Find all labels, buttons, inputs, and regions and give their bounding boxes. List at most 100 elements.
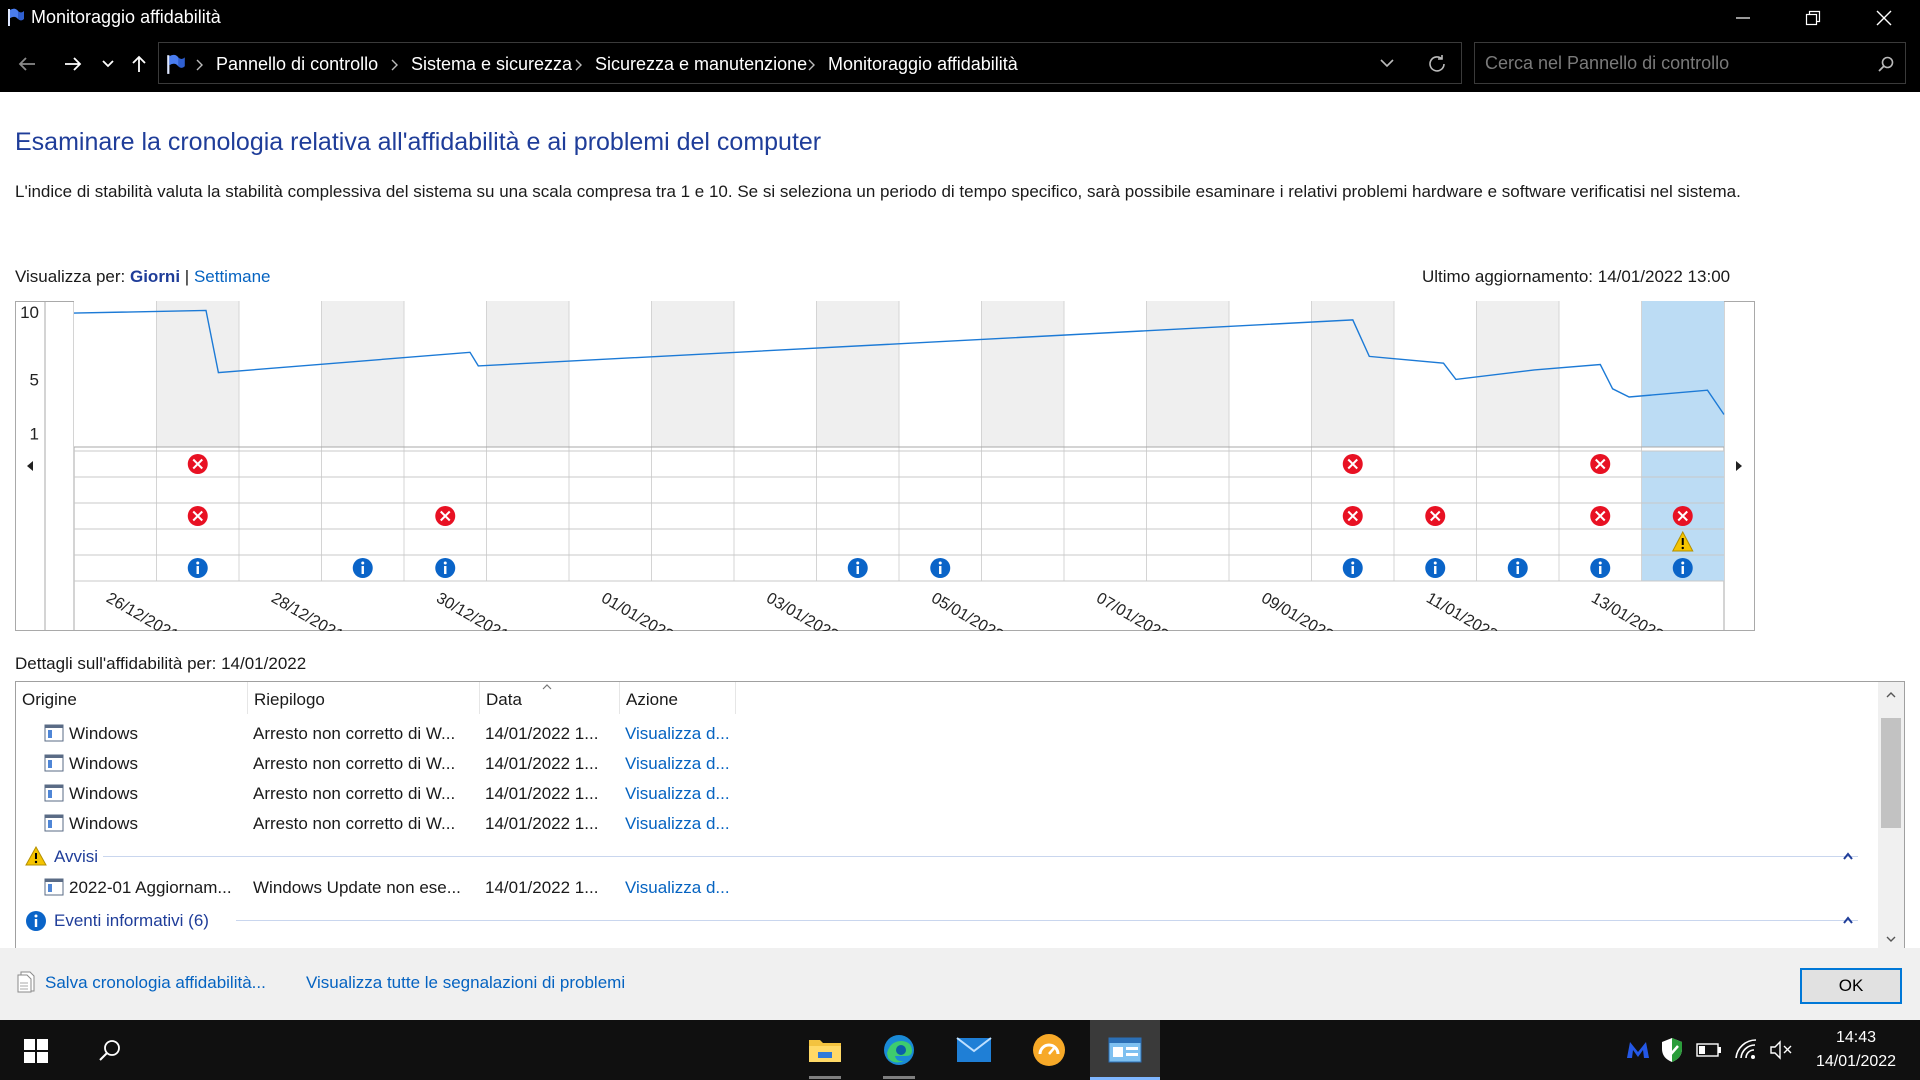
view-all-problems-link[interactable]: Visualizza tutte le segnalazioni di prob… (306, 973, 626, 992)
day-column[interactable] (816, 301, 900, 447)
error-icon (1590, 454, 1611, 474)
up-button[interactable] (124, 49, 152, 79)
day-column[interactable] (651, 301, 735, 447)
info-icon (847, 558, 868, 578)
view-days-option[interactable]: Giorni (129, 267, 181, 286)
day-column[interactable] (1559, 301, 1642, 447)
reliability-chart[interactable]: 10 5 1 26/12/2021 28/12/2021 30/12/2021 01/01/… (15, 301, 1755, 631)
list-item[interactable]: 2022-01 Aggiornam... Windows Update non … (16, 872, 1878, 902)
recent-locations-button[interactable] (96, 49, 120, 79)
minimize-button[interactable] (1712, 0, 1773, 34)
ok-button[interactable]: OK (1800, 968, 1902, 1004)
list-item[interactable]: Windows Arresto non corretto di W... 14/… (16, 778, 1878, 808)
day-column[interactable] (1476, 301, 1560, 447)
list-item[interactable]: Windows Arresto non corretto di W... 14/… (16, 718, 1878, 748)
tray-battery[interactable] (1692, 1020, 1724, 1080)
taskbar-app-orange[interactable] (1019, 1020, 1079, 1080)
view-details-link[interactable]: Visualizza d... (625, 724, 730, 743)
scroll-down-icon[interactable] (1885, 934, 1897, 944)
restore-button[interactable] (1782, 0, 1843, 34)
day-column[interactable] (734, 301, 817, 447)
tray-malwarebytes[interactable] (1620, 1020, 1654, 1080)
back-button[interactable] (12, 49, 42, 79)
day-column[interactable] (1064, 301, 1147, 447)
taskbar-file-explorer[interactable] (795, 1020, 855, 1080)
column-header-source[interactable]: Origine (16, 682, 248, 714)
scroll-up-icon[interactable] (1885, 690, 1897, 700)
column-header-date[interactable]: Data (480, 682, 620, 714)
breadcrumb-reliability-monitor[interactable]: Monitoraggio affidabilità (828, 54, 1018, 74)
day-column[interactable] (569, 301, 652, 447)
save-history-link[interactable]: Salva cronologia affidabilità... (45, 973, 266, 992)
search-box[interactable] (1474, 42, 1906, 84)
event-log-icon (44, 784, 64, 802)
info-icon-dot (938, 561, 942, 565)
view-details-link[interactable]: Visualizza d... (625, 814, 730, 833)
group-header-warnings[interactable]: Avvisi (16, 840, 1878, 872)
info-icon (1425, 558, 1446, 578)
day-column[interactable] (74, 301, 157, 447)
chart-scroll-left-icon[interactable] (27, 461, 33, 471)
mail-icon (956, 1037, 992, 1062)
tray-security[interactable] (1656, 1020, 1688, 1080)
collapse-caret-icon[interactable] (1842, 915, 1854, 925)
group-header-info[interactable]: Eventi informativi (6) (16, 904, 1878, 936)
day-column[interactable] (239, 301, 322, 447)
error-icon (187, 454, 208, 474)
view-weeks-link[interactable]: Settimane (193, 267, 271, 286)
taskbar-mail[interactable] (944, 1020, 1004, 1080)
error-icon (435, 506, 456, 526)
tray-volume[interactable] (1766, 1020, 1796, 1080)
scrollbar-thumb[interactable] (1881, 718, 1901, 828)
breadcrumb-control-panel[interactable]: Pannello di controllo (216, 54, 379, 74)
info-icon (352, 558, 373, 578)
view-details-link[interactable]: Visualizza d... (625, 754, 730, 773)
start-button[interactable] (0, 1020, 70, 1080)
reliability-details-list[interactable]: Origine Riepilogo Data Azione Windows Ar… (15, 681, 1905, 955)
search-icon[interactable] (1877, 55, 1895, 73)
info-icon-dot (1681, 561, 1685, 565)
list-item[interactable]: Windows Arresto non corretto di W... 14/… (16, 808, 1878, 838)
address-dropdown-icon[interactable] (1379, 56, 1395, 70)
day-column[interactable] (1641, 301, 1725, 447)
day-column[interactable] (321, 301, 405, 447)
tray-wifi[interactable] (1730, 1020, 1762, 1080)
chart-scroll-right-icon[interactable] (1736, 461, 1742, 471)
malwarebytes-icon (1627, 1042, 1649, 1058)
error-icon (1672, 506, 1693, 526)
taskbar-edge[interactable] (869, 1020, 929, 1080)
day-column[interactable] (156, 301, 240, 447)
column-header-action[interactable]: Azione (620, 682, 736, 714)
breadcrumb-system-security[interactable]: Sistema e sicurezza (411, 54, 573, 74)
view-details-link[interactable]: Visualizza d... (625, 784, 730, 803)
breadcrumb-separator-icon (196, 59, 203, 71)
refresh-icon[interactable] (1427, 54, 1447, 74)
column-header-summary[interactable]: Riepilogo (248, 682, 480, 714)
day-column[interactable] (486, 301, 570, 447)
view-details-link[interactable]: Visualizza d... (625, 878, 730, 897)
day-column[interactable] (1311, 301, 1395, 447)
close-icon (1876, 10, 1892, 26)
breadcrumb-security-maintenance[interactable]: Sicurezza e manutenzione (595, 54, 808, 74)
vertical-scrollbar[interactable] (1878, 682, 1904, 954)
list-item[interactable]: Windows Arresto non corretto di W... 14/… (16, 748, 1878, 778)
taskbar-clock[interactable]: 14:43 14/01/2022 (1796, 1026, 1916, 1074)
row-date: 14/01/2022 1... (485, 724, 599, 743)
chevron-down-icon (102, 60, 114, 68)
day-column[interactable] (899, 301, 982, 447)
day-column[interactable] (1146, 301, 1230, 447)
day-column[interactable] (981, 301, 1065, 447)
forward-button[interactable] (58, 49, 88, 79)
search-input[interactable] (1485, 52, 1865, 74)
address-bar[interactable]: Pannello di controllo Sistema e sicurezz… (158, 42, 1462, 84)
taskbar-control-panel[interactable] (1090, 1020, 1160, 1080)
day-column[interactable] (1394, 301, 1477, 447)
day-column[interactable] (404, 301, 487, 447)
footer-bar: Salva cronologia affidabilità... Visuali… (0, 948, 1920, 1020)
collapse-caret-icon[interactable] (1842, 851, 1854, 861)
taskbar-search-button[interactable] (80, 1020, 140, 1080)
close-button[interactable] (1853, 0, 1914, 34)
info-icon-dot (1598, 561, 1602, 565)
row-date: 14/01/2022 1... (485, 814, 599, 833)
